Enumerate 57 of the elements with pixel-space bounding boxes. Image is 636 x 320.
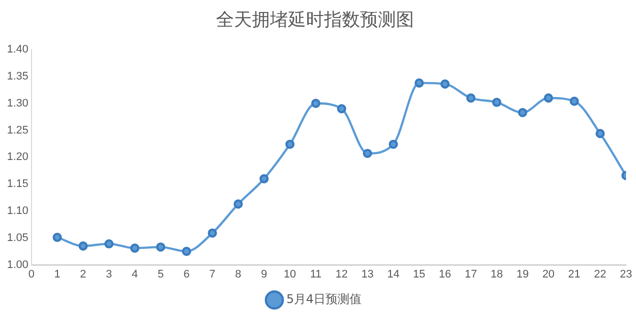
- point: [52, 232, 62, 242]
- point: [440, 79, 450, 89]
- point: [388, 140, 398, 149]
- point: [596, 128, 605, 138]
- x-tick-label: 9: [261, 268, 268, 280]
- point: [130, 244, 140, 253]
- x-tick-label: 14: [387, 268, 400, 280]
- x-tick-label: 7: [209, 268, 216, 280]
- y-tick-label: 1.25: [6, 124, 28, 136]
- x-tick-label: 0: [28, 268, 34, 280]
- point: [78, 241, 88, 251]
- chart-title: 全天拥堵延时指数预测图: [216, 9, 414, 30]
- y-tick-label: 1.15: [6, 178, 28, 190]
- x-tick-label: 18: [490, 268, 503, 280]
- point: [492, 98, 502, 107]
- y-tick-label: 1.10: [6, 205, 28, 218]
- x-tick-label: 13: [361, 268, 374, 280]
- point: [414, 78, 424, 88]
- x-tick-label: 16: [438, 268, 452, 280]
- point: [337, 104, 346, 114]
- point: [259, 174, 269, 184]
- x-tick-label: 19: [516, 268, 529, 280]
- x-tick-label: 1: [54, 268, 60, 280]
- x-tick-label: 17: [464, 268, 478, 280]
- x-tick-label: 6: [183, 268, 190, 280]
- point: [234, 199, 243, 209]
- x-tick-label: 23: [620, 268, 632, 280]
- point: [362, 148, 372, 158]
- y-tick-label: 1.20: [6, 151, 28, 164]
- point: [182, 246, 192, 256]
- point: [104, 239, 114, 248]
- x-tick-label: 5: [158, 268, 164, 280]
- point: [311, 98, 320, 108]
- y-tick-label: 1.00: [6, 258, 28, 271]
- x-tick-label: 3: [106, 268, 112, 280]
- point: [208, 228, 217, 238]
- x-tick-label: 15: [413, 268, 426, 280]
- x-tick-label: 20: [542, 268, 555, 280]
- x-tick-label: 4: [132, 268, 138, 280]
- x-tick-label: 2: [80, 268, 86, 280]
- y-tick-label: 1.05: [6, 232, 28, 244]
- y-tick-label: 1.40: [6, 44, 28, 56]
- y-tick-label: 1.35: [6, 70, 28, 83]
- x-tick-label: 21: [568, 268, 580, 280]
- point: [518, 108, 528, 118]
- x-tick-label: 8: [235, 268, 242, 280]
- x-tick-label: 22: [594, 268, 606, 280]
- legend-label: 5月4日预测值: [286, 292, 362, 306]
- point: [156, 242, 166, 252]
- x-tick-label: 12: [336, 268, 348, 280]
- x-tick-label: 10: [284, 268, 296, 280]
- x-tick-label: 11: [310, 268, 322, 280]
- point: [544, 93, 554, 103]
- point: [466, 93, 476, 103]
- point: [570, 96, 579, 106]
- point: [285, 140, 295, 149]
- y-tick-label: 1.30: [6, 97, 28, 110]
